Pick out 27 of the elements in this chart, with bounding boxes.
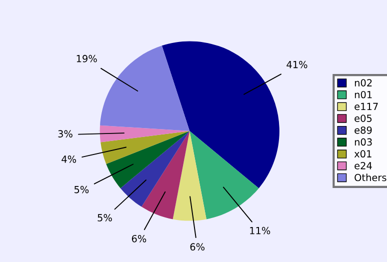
legend-label: x01 (354, 150, 372, 158)
data-label: 19% (76, 54, 97, 62)
data-label: 6% (190, 243, 205, 251)
legend-label: n03 (354, 138, 372, 146)
data-label: 6% (132, 234, 146, 242)
legend-label: n01 (354, 90, 372, 98)
pie-slice (190, 131, 259, 220)
legend-label: e05 (354, 114, 372, 122)
pie-slice (100, 131, 190, 164)
legend-label: e24 (354, 162, 372, 170)
pie-slice (172, 131, 206, 221)
pie-slice (162, 41, 280, 188)
pie-slice (106, 131, 190, 188)
legend-label: e89 (354, 126, 372, 134)
pie-slice (120, 131, 190, 207)
pie-slice (100, 46, 190, 131)
data-label: 11% (250, 226, 270, 234)
pie-slice (142, 131, 190, 220)
data-label: 4% (62, 155, 76, 163)
data-label: 5% (74, 186, 89, 194)
data-label: 41% (286, 60, 308, 68)
data-label: 3% (58, 130, 72, 138)
legend-label: n02 (354, 79, 372, 86)
data-label: 5% (98, 214, 112, 222)
legend-label: e117 (354, 102, 378, 110)
pie-slice (100, 125, 190, 142)
legend-label: Others (354, 174, 386, 182)
